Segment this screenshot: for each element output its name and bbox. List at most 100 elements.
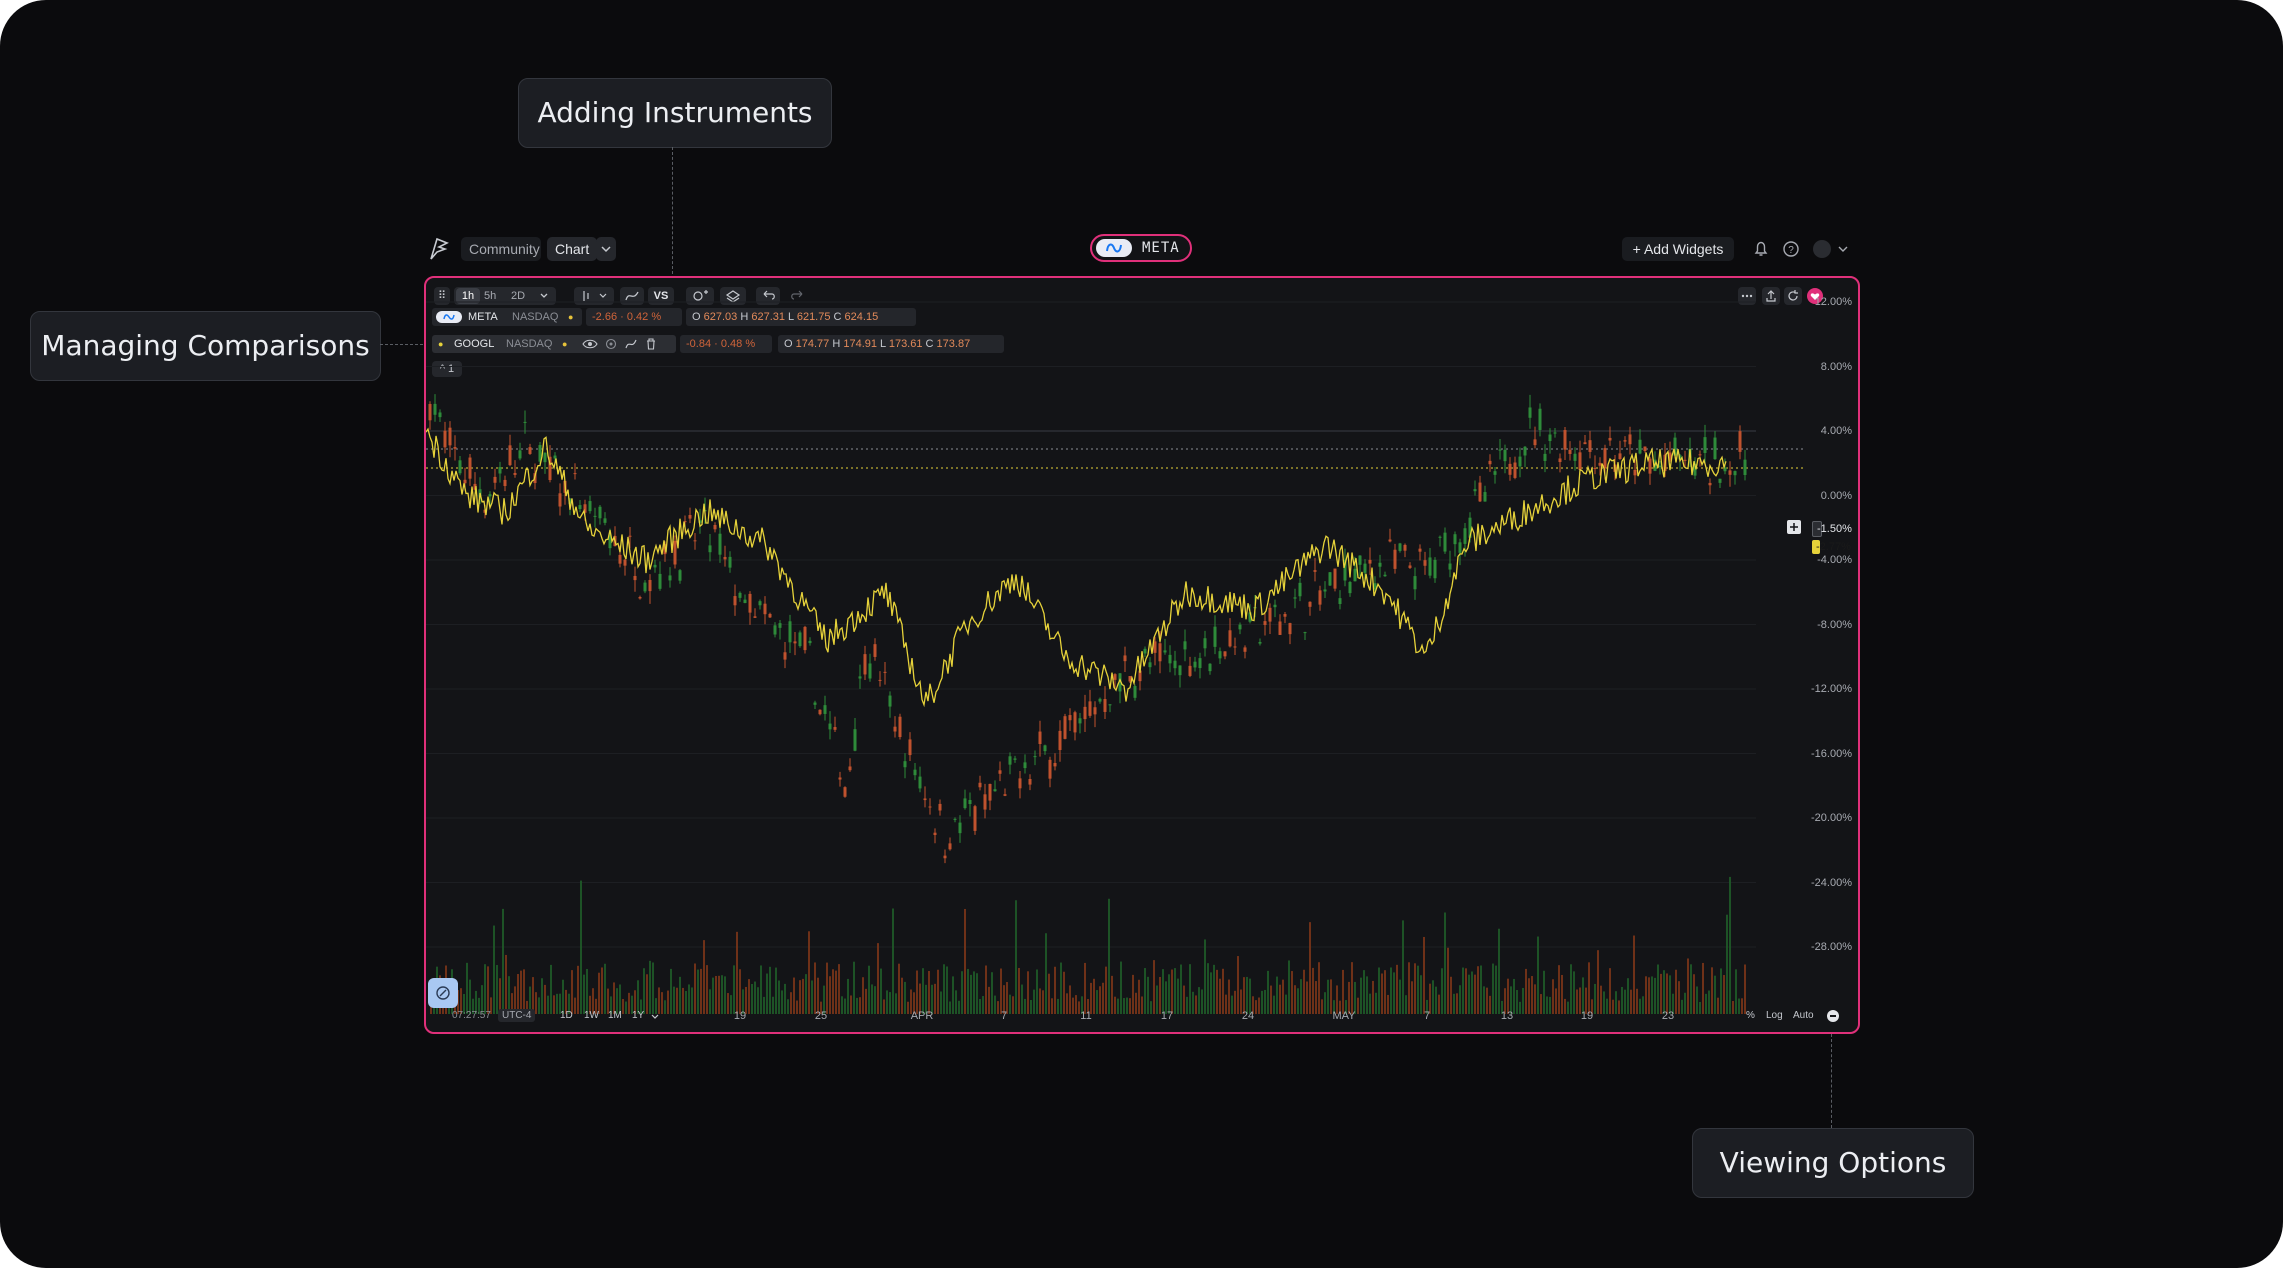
add-widgets-button[interactable]: + Add Widgets: [1622, 237, 1734, 261]
community-button[interactable]: Community: [461, 237, 541, 261]
candle-body: [953, 818, 957, 820]
volume-bar: [901, 977, 903, 1014]
collapse-legend-button[interactable]: ^ 1: [432, 361, 462, 377]
app-header: Community Chart META + Add Widgets ?: [425, 232, 1860, 266]
volume-bar: [961, 971, 963, 1014]
chart-type-button[interactable]: [574, 287, 614, 305]
range-1w[interactable]: 1W: [584, 1010, 599, 1021]
volume-bar: [952, 976, 954, 1014]
candle-body: [803, 626, 807, 651]
x-axis[interactable]: 19 25 APR 7 11 17 24 MAY 7 13 19 23: [426, 1006, 1858, 1028]
legend-compare: ● GOOGL NASDAQ ● -0.84 · 0.48 % O 174.77…: [432, 335, 1012, 353]
callout-managing-comparisons: Managing Comparisons: [30, 311, 381, 381]
volume-bar: [1369, 993, 1371, 1014]
chart-select-chevron[interactable]: [596, 237, 616, 261]
indicator-icon[interactable]: [624, 337, 638, 351]
legend-symbol[interactable]: META: [468, 311, 498, 323]
visibility-eye-icon[interactable]: [582, 337, 598, 351]
candle-body: [618, 554, 622, 564]
candle-body: [448, 427, 452, 446]
interval-5h[interactable]: 5h: [484, 290, 497, 302]
redo-icon[interactable]: [786, 287, 810, 305]
candle-body: [463, 479, 467, 484]
candle-body: [868, 663, 872, 679]
market-status-icon: ●: [568, 312, 574, 322]
candle-body: [1633, 469, 1637, 476]
candle-body: [608, 535, 612, 549]
candle-body: [1208, 663, 1212, 672]
candle-body: [1638, 439, 1642, 454]
range-1y[interactable]: 1Y: [632, 1010, 645, 1021]
chevron-down-icon[interactable]: [650, 1011, 660, 1023]
undo-button[interactable]: [756, 287, 780, 305]
candle-body: [898, 716, 902, 738]
app-logo-icon[interactable]: [425, 235, 453, 263]
ticker-chip[interactable]: META: [1090, 234, 1192, 262]
chevron-down-icon[interactable]: [1835, 240, 1851, 258]
auto-scale-toggle[interactable]: Auto: [1793, 1010, 1814, 1021]
help-icon[interactable]: ?: [1781, 239, 1801, 259]
volume-bar: [1390, 967, 1392, 1014]
volume-bar: [1300, 979, 1302, 1014]
volume-bar: [1606, 998, 1608, 1014]
candle-body: [1393, 549, 1397, 569]
delete-icon[interactable]: [644, 337, 658, 351]
range-1m[interactable]: 1M: [608, 1010, 622, 1021]
favorite-icon[interactable]: [1806, 287, 1824, 305]
volume-bar: [1063, 971, 1065, 1014]
bell-icon[interactable]: [1751, 239, 1771, 259]
settings-icon[interactable]: [1826, 1009, 1840, 1023]
price-chart-plot[interactable]: [426, 278, 1858, 1032]
alert-add-button[interactable]: [686, 287, 714, 305]
volume-bar: [1153, 960, 1155, 1014]
volume-bar: [1741, 998, 1743, 1014]
add-alert-icon[interactable]: [1787, 520, 1801, 534]
volume-bar: [955, 990, 957, 1014]
volume-bar: [892, 908, 894, 1014]
chart-select[interactable]: Chart: [547, 237, 597, 261]
more-icon[interactable]: [1738, 287, 1756, 305]
layers-button[interactable]: [720, 287, 746, 305]
candle-body: [593, 515, 597, 517]
candle-body: [908, 739, 912, 756]
settings-icon[interactable]: [604, 337, 618, 351]
interval-1h[interactable]: 1h: [456, 288, 480, 304]
candle-body: [1198, 658, 1202, 669]
volume-bar: [1174, 968, 1176, 1014]
candle-body: [1358, 555, 1362, 565]
volume-bar: [1579, 987, 1581, 1014]
indicators-button[interactable]: [620, 287, 644, 305]
volume-bar: [1231, 995, 1233, 1014]
log-scale-toggle[interactable]: Log: [1766, 1010, 1783, 1021]
volume-bar: [529, 986, 531, 1014]
volume-bar: [943, 964, 945, 1014]
volume-bar: [946, 966, 948, 1014]
candle-body: [1153, 641, 1157, 653]
candle-body: [1233, 646, 1237, 648]
chevron-down-icon[interactable]: [538, 289, 550, 303]
avatar[interactable]: [1813, 240, 1831, 258]
candle-body: [1383, 574, 1387, 577]
legend-symbol[interactable]: GOOGL: [454, 338, 495, 350]
interval-2d[interactable]: 2D: [511, 290, 526, 302]
refresh-icon[interactable]: [1784, 287, 1802, 305]
goto-realtime-button[interactable]: [428, 978, 458, 1008]
candle-body: [1223, 651, 1227, 657]
candle-body: [813, 702, 817, 705]
candle-body: [778, 623, 782, 628]
volume-bar: [1528, 978, 1530, 1014]
share-icon[interactable]: [1762, 287, 1780, 305]
compare-vs-button[interactable]: VS: [648, 287, 674, 305]
volume-bar: [1513, 978, 1515, 1014]
volume-bar: [1684, 992, 1686, 1014]
volume-bar: [844, 998, 846, 1014]
candle-body: [1083, 706, 1087, 720]
range-1d[interactable]: 1D: [560, 1010, 573, 1021]
candle-body: [728, 556, 732, 568]
volume-bar: [1033, 989, 1035, 1014]
timezone-button[interactable]: UTC-4: [498, 1009, 536, 1022]
drag-handle-icon[interactable]: ⠿: [434, 287, 450, 305]
percent-scale-toggle[interactable]: %: [1746, 1010, 1755, 1021]
candle-body: [1133, 686, 1137, 698]
volume-bar: [1570, 964, 1572, 1014]
